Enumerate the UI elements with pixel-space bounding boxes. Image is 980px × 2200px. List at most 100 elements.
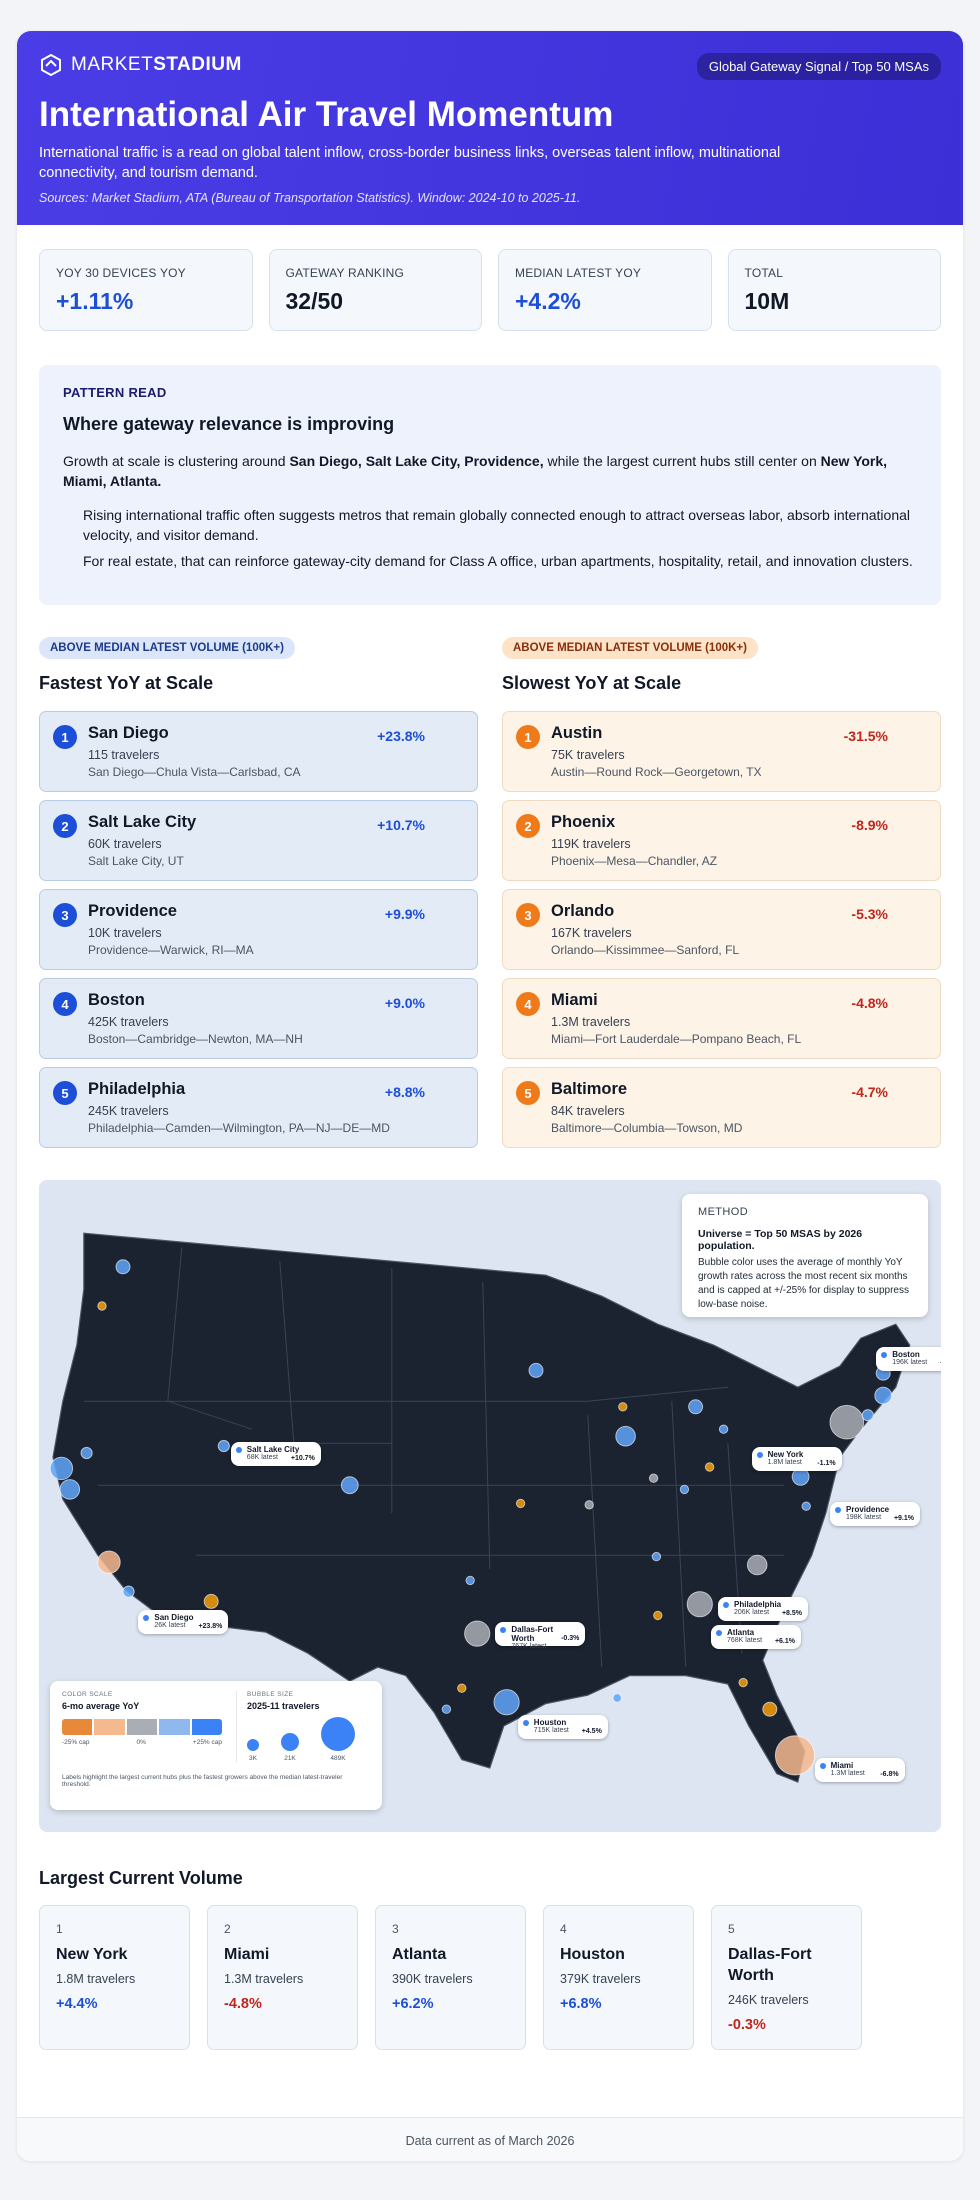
- volume-travelers: 379K travelers: [560, 1972, 641, 1986]
- metro-bubble: [465, 1575, 475, 1586]
- method-lead: Universe = Top 50 MSAS by 2026 populatio…: [698, 1228, 863, 1252]
- yoy: +23.8%: [377, 728, 425, 744]
- map-callout: Atlanta 768K latest +6.1%: [711, 1625, 801, 1650]
- metro-bubble: [648, 1473, 659, 1483]
- callout-name: Boston: [892, 1349, 920, 1359]
- color-ramp: [62, 1719, 223, 1735]
- metro-bubble: [115, 1259, 131, 1275]
- callout-name: Atlanta: [727, 1628, 755, 1638]
- color-label: +25% cap: [192, 1739, 222, 1746]
- size-label: 489K: [330, 1755, 346, 1762]
- volume-travelers: 246K travelers: [728, 1993, 809, 2007]
- metro-bubble: [80, 1446, 93, 1460]
- metro-bubble: [861, 1409, 874, 1422]
- rank-item: 2 Phoenix 119K travelers Phoenix—Mesa—Chand…: [502, 800, 941, 881]
- volume-rank: 1: [56, 1922, 63, 1936]
- map-legend: COLOR SCALE 6-mo average YoY -25% cap 0% +…: [50, 1681, 382, 1810]
- metro-area: San Diego—Chula Vista—Carlsbad, CA: [88, 765, 301, 779]
- metro-name: Orlando: [551, 902, 615, 920]
- rank-columns: ABOVE MEDIAN LATEST VOLUME (100K+) Faste…: [17, 605, 963, 1156]
- volume-rank: 2: [224, 1922, 231, 1936]
- metro-name: Miami: [551, 991, 598, 1009]
- volume-yoy: +6.2%: [392, 1996, 434, 2012]
- metro-name: Baltimore: [551, 1080, 628, 1098]
- metro-bubble: [688, 1399, 704, 1415]
- volume-yoy: +4.4%: [56, 1996, 98, 2012]
- rank-item: 4 Boston 425K travelers Boston—Cambridge—Ne…: [39, 978, 478, 1059]
- callout-yoy: -1.1%: [817, 1460, 836, 1468]
- map-callout: Philadelphia 206K latest +8.5%: [718, 1597, 808, 1622]
- metro-bubble: [651, 1551, 662, 1562]
- metro-bubble: [653, 1610, 663, 1621]
- pattern-note: Rising international traffic often sugge…: [83, 507, 911, 543]
- callout-name: Houston: [533, 1717, 567, 1727]
- fastest-title: Fastest YoY at Scale: [39, 673, 214, 693]
- size-item: 3K: [247, 1739, 259, 1762]
- size-label: 21K: [284, 1755, 296, 1762]
- rank-badge: 1: [53, 725, 77, 749]
- metro-bubble: [441, 1704, 452, 1714]
- volume-travelers: 1.3M travelers: [224, 1972, 304, 1986]
- kpi-value: +4.2%: [515, 288, 581, 314]
- volume-yoy: +6.8%: [560, 1996, 602, 2012]
- callout-latest: 767K latest: [511, 1643, 547, 1651]
- callout-yoy: +10.7%: [290, 1454, 315, 1462]
- footer: Data current as of March 2026: [17, 2117, 963, 2161]
- kpi-value: +1.11%: [56, 288, 134, 314]
- method-heading: METHOD: [698, 1206, 749, 1218]
- travelers: 167K travelers: [551, 926, 632, 940]
- lead-strong: New York, Miami, Atlanta.: [63, 453, 888, 489]
- metro-bubble: [528, 1362, 544, 1378]
- largest-row: 1 New York 1.8M travelers +4.4% 2 Miami 1.3M t…: [39, 1905, 941, 2050]
- metro-area: Philadelphia—Camden—Wilmington, PA—NJ—DE…: [88, 1121, 390, 1135]
- callout-name: Miami: [830, 1761, 854, 1771]
- kpi-card: GATEWAY RANKING 32/50: [268, 249, 482, 331]
- yoy: +9.0%: [384, 995, 425, 1011]
- rank-badge: 3: [53, 903, 77, 927]
- volume-name: Houston: [560, 1946, 625, 1963]
- rank-item: 3 Providence 10K travelers Providence—Warwi…: [39, 889, 478, 970]
- color-label: -25% cap: [62, 1739, 90, 1746]
- color-labels: -25% cap 0% +25% cap: [62, 1739, 222, 1746]
- metro-bubble: [615, 1425, 636, 1447]
- metro-area: Austin—Round Rock—Georgetown, TX: [551, 765, 762, 779]
- metro-area: Providence—Warwick, RI—MA: [88, 943, 254, 957]
- volume-card: 5 Dallas-Fort Worth 246K travelers -0.3%: [711, 1905, 862, 2050]
- map-callout: Providence 198K latest +9.1%: [830, 1502, 920, 1526]
- largest-section: Largest Current Volume 1 New York 1.8M tra…: [17, 1868, 963, 2050]
- metro-bubble: [97, 1301, 107, 1311]
- volume-rank: 4: [560, 1922, 567, 1936]
- rank-badge: 1: [516, 725, 540, 749]
- size-bubble: [281, 1733, 299, 1751]
- map: METHOD Universe = Top 50 MSAS by 2026 po…: [39, 1180, 941, 1832]
- volume-rank: 5: [728, 1922, 735, 1936]
- rank-badge: 2: [516, 814, 540, 838]
- callout-latest: 768K latest: [727, 1637, 763, 1645]
- kpi-card: MEDIAN LATEST YOY +4.2%: [498, 249, 712, 331]
- metro-name: Providence: [88, 902, 177, 920]
- yoy: -4.8%: [851, 995, 888, 1011]
- pattern-lead: Growth at scale is clustering around San…: [63, 451, 917, 491]
- metro-name: Phoenix: [551, 813, 616, 831]
- metro-bubble: [584, 1500, 594, 1510]
- brand: MARKETSTADIUM: [39, 53, 941, 77]
- callout-latest: 715K latest: [533, 1726, 569, 1734]
- volume-name: Atlanta: [392, 1946, 447, 1963]
- volume-yoy: -4.8%: [224, 1996, 262, 2012]
- callout-latest: 68K latest: [246, 1453, 278, 1461]
- size-item: 21K: [281, 1733, 299, 1762]
- metro-bubble: [515, 1498, 526, 1509]
- state-line: [482, 1282, 491, 1570]
- slowest-tag: ABOVE MEDIAN LATEST VOLUME (100K+): [502, 637, 758, 659]
- legend-title: 6-mo average YoY: [62, 1701, 140, 1711]
- volume-travelers: 390K travelers: [392, 1972, 473, 1986]
- callout-yoy: -6.8%: [880, 1771, 899, 1779]
- travelers: 84K travelers: [551, 1104, 625, 1118]
- header: MARKETSTADIUM Global Gateway Signal / To…: [17, 31, 963, 225]
- callout-name: Dallas-Fort Worth: [511, 1625, 554, 1644]
- volume-yoy: -0.3%: [728, 2017, 766, 2033]
- travelers: 75K travelers: [551, 748, 625, 762]
- lead-text: while the largest current hubs still cen…: [543, 453, 821, 469]
- map-callout: Miami 1.3M latest -6.8%: [814, 1758, 905, 1783]
- metro-name: Philadelphia: [88, 1080, 186, 1098]
